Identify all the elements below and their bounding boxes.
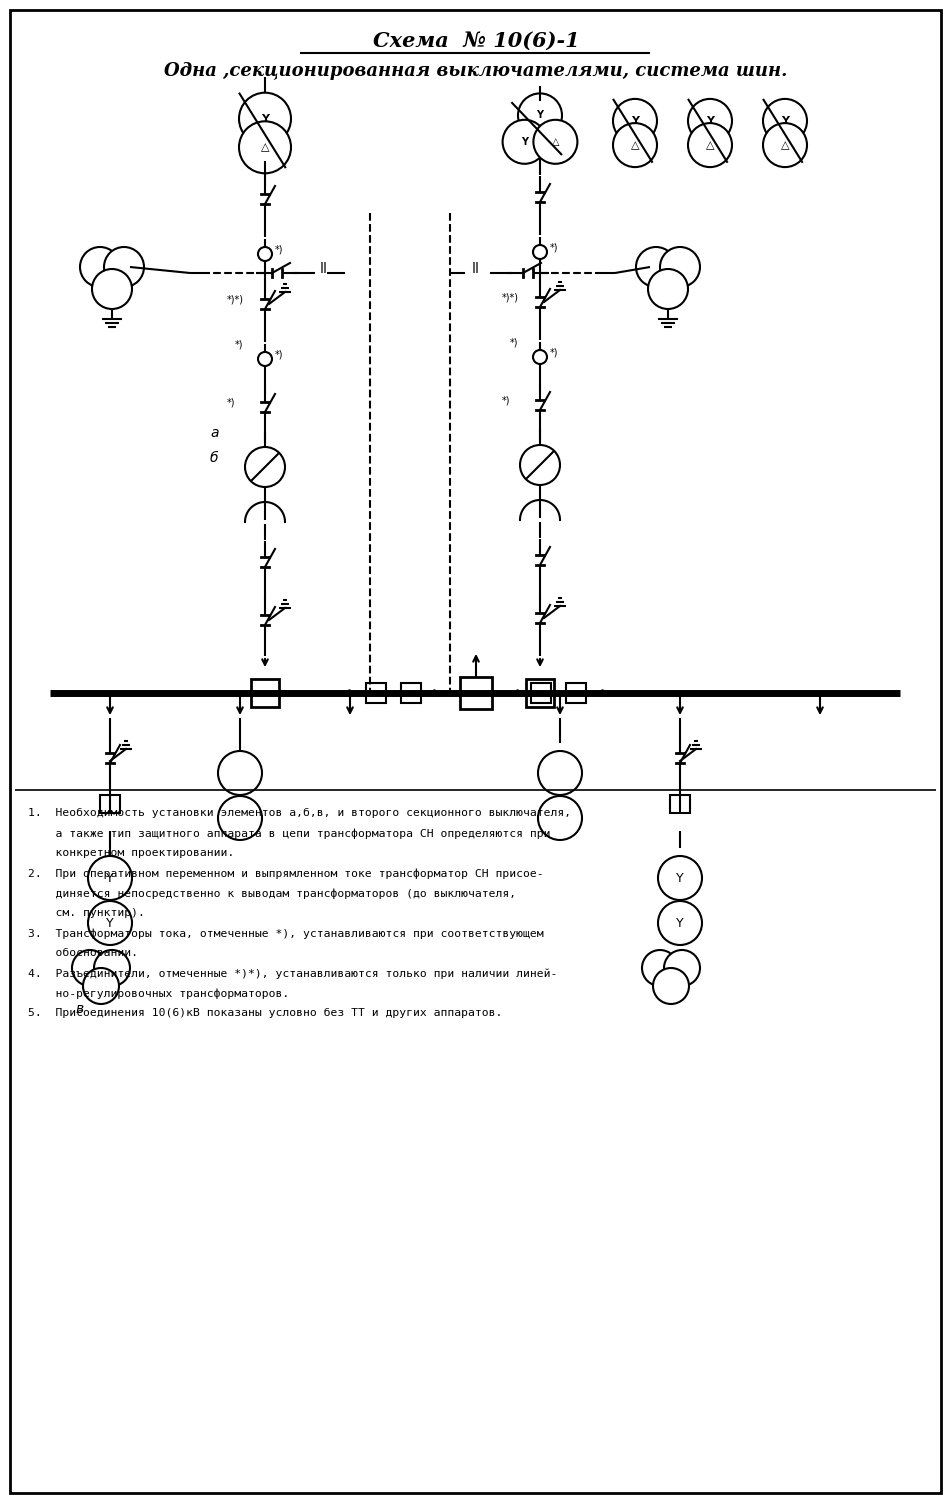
Circle shape: [664, 950, 700, 986]
Bar: [366, 682, 386, 703]
Circle shape: [533, 350, 547, 364]
Circle shape: [83, 968, 119, 1004]
Text: ||: ||: [472, 262, 480, 274]
Text: см. пунктир).: см. пунктир).: [28, 908, 145, 918]
Circle shape: [94, 950, 130, 986]
Text: *): *): [550, 242, 558, 253]
Circle shape: [104, 246, 144, 287]
Text: *): *): [275, 243, 283, 254]
Circle shape: [92, 269, 132, 310]
Circle shape: [518, 93, 562, 137]
Text: *): *): [510, 337, 518, 347]
Circle shape: [502, 120, 547, 164]
Circle shape: [538, 752, 582, 795]
Text: Y: Y: [261, 114, 269, 123]
Bar: [401, 682, 421, 703]
Circle shape: [80, 246, 120, 287]
Text: 1.  Необходимость установки элементов а,б,в, и второго секционного выключателя,: 1. Необходимость установки элементов а,б…: [28, 809, 572, 818]
Text: в: в: [75, 1003, 83, 1016]
Bar: [566, 682, 586, 703]
Circle shape: [658, 857, 702, 900]
Circle shape: [88, 900, 132, 945]
Text: *): *): [550, 347, 558, 358]
Bar: [526, 679, 554, 706]
Text: *): *): [235, 340, 243, 349]
Text: 2.  При оперативном переменном и выпрямленном токе трансформатор СН присое-: 2. При оперативном переменном и выпрямле…: [28, 869, 544, 878]
Circle shape: [533, 245, 547, 259]
Text: Схема  № 10(6)-1: Схема № 10(6)-1: [373, 32, 579, 51]
Circle shape: [72, 950, 108, 986]
Circle shape: [534, 120, 577, 164]
Text: конкретном проектировании.: конкретном проектировании.: [28, 848, 234, 858]
Bar: [460, 676, 492, 709]
Circle shape: [538, 797, 582, 840]
Circle shape: [763, 123, 807, 167]
Circle shape: [688, 123, 732, 167]
Circle shape: [218, 752, 262, 795]
Text: *): *): [502, 395, 511, 404]
Text: Y: Y: [706, 116, 714, 126]
Text: 4.  Разъединители, отмеченные *)*), устанавливаются только при наличии линей-: 4. Разъединители, отмеченные *)*), устан…: [28, 968, 557, 978]
Text: диняется непосредственно к выводам трансформаторов (до выключателя,: диняется непосредственно к выводам транс…: [28, 888, 516, 899]
Circle shape: [218, 797, 262, 840]
Circle shape: [239, 93, 291, 144]
Text: Y: Y: [676, 917, 684, 929]
Circle shape: [239, 122, 291, 173]
Circle shape: [88, 857, 132, 900]
Text: *)*): *)*): [502, 292, 519, 302]
Text: Y: Y: [107, 872, 114, 884]
Circle shape: [688, 99, 732, 143]
Text: Одна ,секционированная выключателями, система шин.: Одна ,секционированная выключателями, си…: [165, 62, 787, 80]
Text: Y: Y: [107, 917, 114, 929]
Bar: [100, 795, 120, 813]
Bar: [251, 679, 279, 706]
Text: *)*): *)*): [227, 295, 244, 304]
Text: обосновании.: обосновании.: [28, 948, 138, 957]
Text: Y: Y: [536, 110, 544, 120]
Circle shape: [642, 950, 678, 986]
Circle shape: [660, 246, 700, 287]
Text: а: а: [210, 425, 219, 440]
Bar: [531, 682, 551, 703]
Circle shape: [245, 446, 285, 487]
Text: △: △: [261, 143, 269, 152]
Text: △: △: [552, 137, 559, 147]
Text: △: △: [706, 140, 714, 150]
Text: но-регулировочных трансформаторов.: но-регулировочных трансформаторов.: [28, 987, 289, 998]
Bar: [670, 795, 690, 813]
Circle shape: [658, 900, 702, 945]
Text: а также тип защитного аппарата в цепи трансформатора СН определяются при: а также тип защитного аппарата в цепи тр…: [28, 828, 551, 839]
Text: △: △: [781, 140, 789, 150]
Text: *): *): [275, 349, 283, 359]
Text: Y: Y: [781, 116, 789, 126]
Text: Y: Y: [676, 872, 684, 884]
Text: б: б: [210, 451, 219, 464]
Circle shape: [258, 246, 272, 262]
Circle shape: [636, 246, 676, 287]
Circle shape: [258, 352, 272, 367]
Circle shape: [520, 445, 560, 485]
Circle shape: [653, 968, 689, 1004]
Text: 5.  Присоединения 10(6)кВ показаны условно без ТТ и других аппаратов.: 5. Присоединения 10(6)кВ показаны условн…: [28, 1009, 502, 1018]
Circle shape: [648, 269, 688, 310]
Circle shape: [613, 99, 657, 143]
Text: △: △: [631, 140, 639, 150]
Text: 3.  Трансформаторы тока, отмеченные *), устанавливаются при соответствующем: 3. Трансформаторы тока, отмеченные *), у…: [28, 927, 544, 938]
Text: ||: ||: [320, 262, 328, 274]
Circle shape: [613, 123, 657, 167]
Text: Y: Y: [521, 137, 528, 147]
Text: *): *): [227, 397, 236, 407]
Circle shape: [763, 99, 807, 143]
Text: Y: Y: [631, 116, 639, 126]
